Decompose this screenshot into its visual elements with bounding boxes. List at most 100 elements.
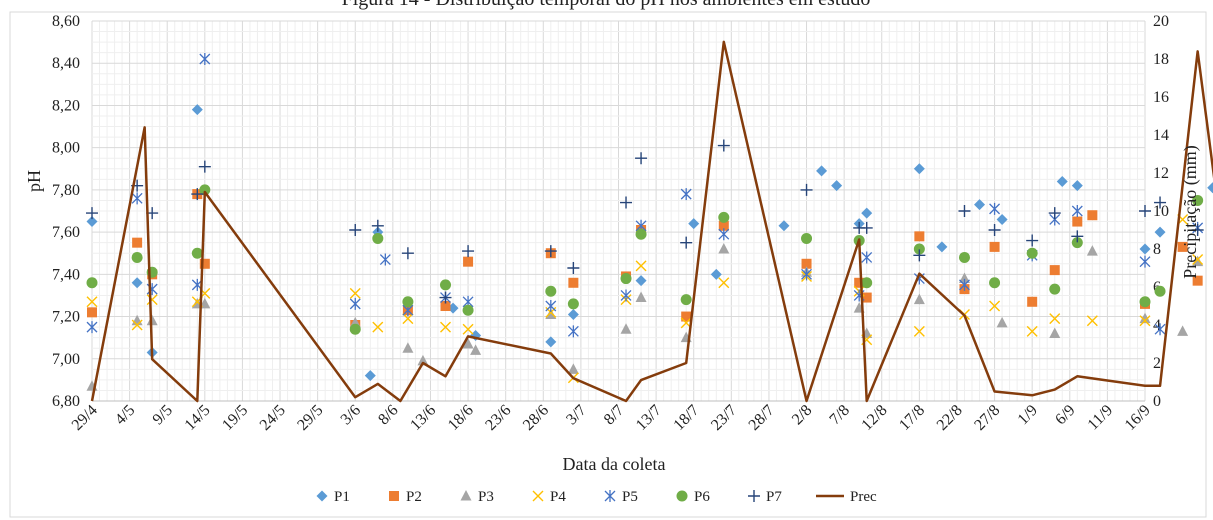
chart-title: Figura 14 - Distribuição temporal do pH …	[342, 0, 871, 10]
y-tick-label: 8,00	[52, 140, 80, 157]
point-p6	[1049, 283, 1061, 295]
point-p4	[402, 313, 414, 325]
point-p5	[86, 321, 98, 334]
point-p6	[1192, 194, 1204, 206]
point-p1	[996, 213, 1008, 225]
point-p1	[688, 218, 700, 230]
point-p6	[567, 298, 579, 310]
legend-label: P1	[334, 489, 350, 505]
point-p6	[680, 294, 692, 306]
point-p3	[462, 338, 474, 349]
point-p7	[371, 219, 384, 232]
point-p7	[567, 262, 580, 274]
legend-marker-p3	[460, 490, 472, 501]
point-p6	[86, 277, 98, 289]
point-p1	[131, 277, 143, 289]
point-p6	[131, 251, 143, 263]
y-tick-label: 6,80	[52, 393, 80, 410]
point-p3	[1049, 327, 1061, 338]
y2-tick-label: 10	[1153, 203, 1169, 220]
y2-tick-label: 16	[1153, 89, 1169, 106]
point-p7	[958, 205, 971, 217]
point-p6	[462, 304, 474, 316]
point-p5	[680, 188, 692, 201]
point-p1	[913, 163, 925, 175]
point-p4	[989, 300, 1001, 312]
point-p6	[989, 277, 1001, 289]
point-p1	[974, 199, 986, 211]
legend-marker-p4	[532, 490, 544, 502]
y-axis-ticks: 6,80 7,00 7,20 7,40 7,60 7,80 8,00 8,20 8,40 8,60	[52, 13, 80, 410]
point-p2	[1087, 210, 1098, 221]
point-p2	[989, 241, 1000, 252]
point-p6	[349, 323, 361, 335]
point-p1	[86, 216, 98, 228]
point-p3	[1177, 325, 1189, 336]
point-p5	[1071, 205, 1083, 217]
legend-marker-p2	[389, 491, 399, 501]
legend-label: P6	[694, 489, 710, 505]
point-p4	[1192, 254, 1204, 266]
y2-tick-label: 12	[1153, 165, 1169, 182]
point-p5	[567, 325, 579, 338]
point-p7	[349, 224, 362, 236]
point-p7	[717, 139, 730, 152]
point-p7	[620, 196, 633, 209]
point-p4	[372, 321, 384, 333]
point-p3	[718, 243, 730, 254]
point-p7	[635, 152, 648, 165]
point-p5	[989, 202, 1001, 215]
point-p7	[544, 245, 557, 258]
legend-label: P7	[766, 489, 782, 505]
point-p6	[958, 251, 970, 263]
point-p6	[402, 296, 414, 308]
prec-line	[90, 40, 1213, 403]
x-axis-label: Data da coleta	[563, 454, 666, 474]
point-p4	[1049, 313, 1061, 325]
point-p7	[1191, 224, 1204, 236]
point-p1	[1207, 182, 1213, 194]
point-p4	[1139, 315, 1151, 327]
point-p6	[440, 279, 452, 291]
point-p4	[1026, 325, 1038, 337]
point-p4	[462, 323, 474, 335]
point-p7	[860, 221, 873, 234]
legend-marker-p6	[676, 490, 688, 502]
legend: P1 P2 P3 P4 P5 P6 P7 Prec	[316, 489, 877, 505]
point-p7	[680, 236, 693, 249]
point-p2	[1177, 241, 1188, 252]
point-p4	[86, 296, 98, 308]
point-p1	[191, 104, 203, 116]
y2-tick-label: 0	[1153, 393, 1161, 410]
y-tick-label: 7,60	[52, 224, 80, 241]
point-p6	[545, 285, 557, 297]
point-p2	[87, 307, 97, 318]
point-p3	[996, 316, 1008, 328]
legend-marker-p5	[604, 490, 616, 502]
point-p6	[620, 273, 632, 285]
point-p3	[913, 293, 925, 305]
point-p3	[146, 314, 158, 326]
grid	[91, 20, 1146, 402]
series-p4	[86, 213, 1204, 384]
point-p4	[131, 319, 143, 331]
plot-frame	[9, 11, 1207, 518]
point-p6	[861, 277, 873, 289]
point-p2	[132, 237, 143, 248]
series-p1	[86, 104, 1213, 382]
y2-tick-label: 14	[1153, 127, 1169, 144]
point-p7	[439, 291, 452, 304]
point-p6	[1026, 247, 1038, 259]
point-p5	[199, 53, 211, 65]
point-p3	[1086, 245, 1098, 256]
point-p4	[635, 260, 647, 272]
y-axis-label: pH	[24, 170, 44, 192]
point-p3	[470, 344, 482, 355]
point-p4	[718, 277, 730, 289]
point-p1	[545, 336, 557, 348]
point-p1	[635, 275, 647, 287]
point-p1	[1056, 175, 1068, 187]
point-p2	[568, 277, 579, 288]
point-p2	[1027, 296, 1038, 307]
